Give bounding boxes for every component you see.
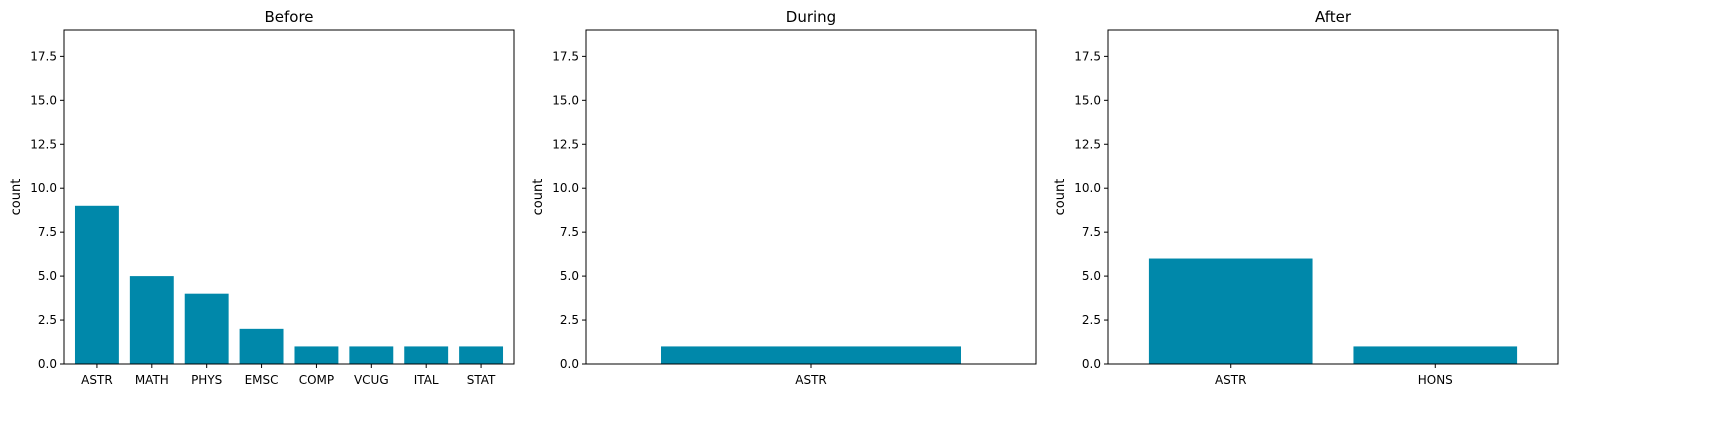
y-axis-label: count [1053, 179, 1068, 216]
bar-phys [184, 293, 229, 364]
x-tick-label: MATH [135, 373, 169, 387]
y-tick-label: 12.5 [1074, 137, 1101, 151]
chart-title: After [1315, 8, 1352, 26]
bar-vcug [349, 346, 394, 364]
y-tick-label: 17.5 [552, 49, 579, 63]
y-tick-label: 15.0 [1074, 93, 1101, 107]
bar-astr [661, 346, 961, 364]
y-axis-label: count [9, 179, 24, 216]
y-tick-label: 7.5 [38, 225, 57, 239]
y-tick-label: 17.5 [30, 49, 57, 63]
y-tick-label: 12.5 [30, 137, 57, 151]
chart-panel-2: After count 0.0 2.5 5.0 7.5 10.0 12.5 15.0 17.5 AS… [1053, 8, 1559, 387]
bar-hons [1353, 346, 1518, 364]
x-tick-label: ITAL [414, 373, 439, 387]
chart-title: Before [264, 8, 313, 26]
y-tick-label: 2.5 [560, 313, 579, 327]
chart-title: During [786, 8, 836, 26]
y-tick-label: 17.5 [1074, 49, 1101, 63]
chart-panel-1: During count 0.0 2.5 5.0 7.5 10.0 12.5 15.0 17.5 A… [531, 8, 1037, 387]
x-tick-label: ASTR [795, 373, 827, 387]
bar-astr [1148, 258, 1313, 364]
plot-frame [63, 29, 515, 365]
y-tick-label: 10.0 [30, 181, 57, 195]
plot-frame [1107, 29, 1559, 365]
y-tick-label: 7.5 [1082, 225, 1101, 239]
y-tick-label: 5.0 [38, 269, 57, 283]
y-tick-label: 0.0 [38, 357, 57, 371]
y-tick-label: 12.5 [552, 137, 579, 151]
y-tick-label: 7.5 [560, 225, 579, 239]
bar-comp [294, 346, 339, 364]
chart-panel-0: Before count 0.0 2.5 5.0 7.5 10.0 12.5 15.0 17.5 A… [9, 8, 515, 387]
y-axis-label: count [531, 179, 546, 216]
x-tick-label: COMP [299, 373, 334, 387]
y-tick-label: 2.5 [38, 313, 57, 327]
bar-stat [459, 346, 504, 364]
x-tick-label: ASTR [81, 373, 113, 387]
x-tick-label: EMSC [245, 373, 279, 387]
x-tick-label: STAT [467, 373, 496, 387]
y-tick-label: 10.0 [552, 181, 579, 195]
y-tick-label: 0.0 [1082, 357, 1101, 371]
x-tick-label: HONS [1418, 373, 1453, 387]
bar-emsc [239, 328, 284, 364]
bar-math [129, 276, 174, 364]
y-tick-label: 2.5 [1082, 313, 1101, 327]
y-tick-label: 15.0 [30, 93, 57, 107]
y-tick-label: 5.0 [560, 269, 579, 283]
x-tick-label: VCUG [354, 373, 389, 387]
y-tick-label: 10.0 [1074, 181, 1101, 195]
y-tick-label: 5.0 [1082, 269, 1101, 283]
y-tick-label: 0.0 [560, 357, 579, 371]
plot-frame [585, 29, 1037, 365]
bar-ital [404, 346, 449, 364]
x-tick-label: ASTR [1215, 373, 1247, 387]
y-tick-label: 15.0 [552, 93, 579, 107]
x-tick-label: PHYS [191, 373, 222, 387]
bar-astr [74, 205, 119, 364]
